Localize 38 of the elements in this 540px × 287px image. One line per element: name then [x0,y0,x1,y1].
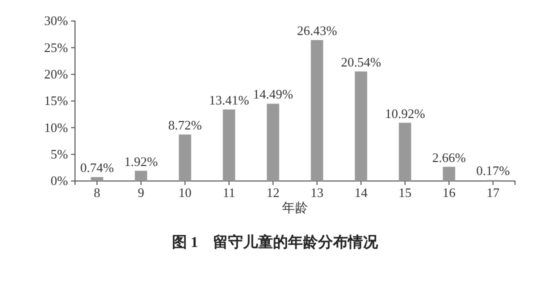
data-label: 8.72% [168,117,202,132]
bar [442,166,456,181]
x-tick-label: 14 [354,185,368,200]
y-tick-label: 10% [44,120,68,135]
data-label: 26.43% [296,23,338,38]
y-tick-label: 25% [44,40,68,55]
x-tick-label: 8 [94,185,100,200]
y-tick-label: 30% [44,13,68,28]
y-tick-label: 5% [50,146,68,162]
y-tick-label: 15% [44,93,68,108]
data-label: 14.49% [252,86,294,102]
bar [310,40,324,181]
bar [266,104,280,181]
x-tick-label: 12 [266,185,280,200]
bar [354,71,368,181]
x-tick-label: 13 [310,185,324,200]
bar [134,170,148,181]
data-label: 2.66% [432,150,466,165]
text: 图 1 留守儿童的年龄分布情况 [172,233,380,251]
data-label: 13.41% [208,92,250,108]
data-label: 10.92% [384,106,426,121]
data-label: 0.17% [476,163,510,178]
x-tick-label: 10 [178,185,192,200]
data-label: 0.74% [80,160,114,176]
x-tick-label: 17 [486,185,500,200]
bar [178,134,192,181]
bar [222,109,236,181]
x-tick-label: 11 [222,185,236,200]
x-axis-title: 年龄 [282,200,308,215]
y-tick-label: 20% [44,66,68,82]
bar [90,177,104,181]
y-tick-label: 0% [50,173,68,188]
data-label: 1.92% [124,154,158,169]
bar [398,122,412,181]
x-tick-label: 16 [442,185,456,200]
x-tick-label: 9 [138,185,144,200]
x-tick-label: 15 [398,185,412,200]
data-label: 20.54% [340,54,382,70]
